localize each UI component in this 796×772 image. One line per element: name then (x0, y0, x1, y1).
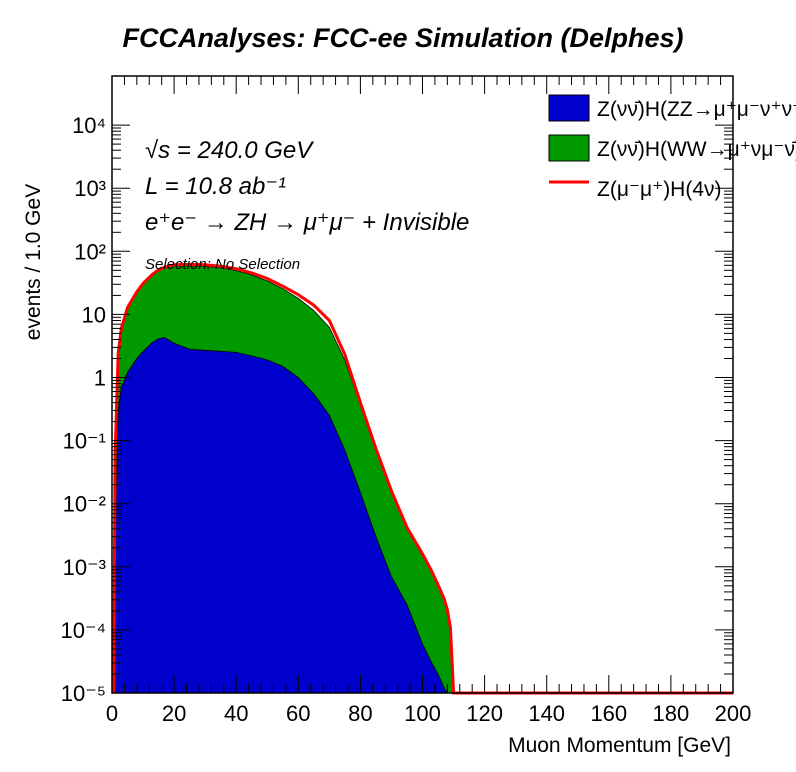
annotation-lumi: L = 10.8 ab⁻¹ (145, 173, 286, 200)
x-tick-label: 20 (162, 701, 186, 726)
chart-title: FCCAnalyses: FCC-ee Simulation (Delphes) (122, 23, 683, 53)
annotation-selection: Selection: No Selection (145, 256, 300, 273)
x-tick-label: 100 (404, 701, 441, 726)
y-tick-label: 10² (74, 239, 106, 264)
y-tick-label: 10⁻¹ (63, 429, 106, 454)
legend-swatch (548, 94, 590, 122)
y-tick-label: 1 (94, 366, 106, 391)
axis-ticks (111, 76, 734, 694)
x-tick-label: 160 (590, 701, 627, 726)
legend-label: Z(νν̄)H(WW→μ⁺νμ⁻ν̄) (597, 138, 796, 161)
legend: Z(νν̄)H(ZZ→μ⁺μ⁻ν⁺ν⁻) Z(νν̄)H(WW→μ⁺νμ⁻ν̄) Z… (548, 94, 796, 201)
annotation-process: e⁺e⁻ → ZH → μ⁺μ⁻ + Invisible (145, 209, 469, 236)
y-tick-label: 10⁻⁴ (60, 618, 106, 643)
series-line-total (112, 262, 733, 695)
legend-label: Z(νν̄)H(ZZ→μ⁺μ⁻ν⁺ν⁻) (597, 98, 796, 121)
x-tick-label: 120 (466, 701, 503, 726)
x-tick-label: 140 (528, 701, 565, 726)
y-tick-labels: 10⁻⁵ 10⁻⁴ 10⁻³ 10⁻² 10⁻¹ 1 10 10² 10³ 10⁴ (60, 113, 106, 706)
legend-label: Z(μ⁻μ⁺)H(4ν) (597, 178, 722, 201)
x-tick-label: 80 (348, 701, 372, 726)
y-tick-label: 10⁻⁵ (61, 681, 106, 706)
y-axis-label: events / 1.0 GeV (22, 184, 45, 340)
y-tick-label: 10⁻² (63, 492, 106, 517)
legend-swatch (548, 134, 590, 162)
x-tick-label: 40 (224, 701, 248, 726)
x-tick-label: 200 (715, 701, 752, 726)
x-tick-label: 60 (286, 701, 310, 726)
y-tick-label: 10⁴ (72, 113, 106, 138)
y-tick-label: 10 (82, 302, 106, 327)
x-tick-labels: 0 20 40 60 80 100 120 140 160 180 200 (106, 701, 751, 726)
x-axis-label: Muon Momentum [GeV] (508, 734, 731, 757)
x-tick-label: 180 (653, 701, 690, 726)
series-area-1 (113, 337, 454, 694)
y-tick-label: 10³ (74, 176, 106, 201)
y-tick-label: 10⁻³ (63, 555, 106, 580)
x-tick-label: 0 (106, 701, 118, 726)
annotation-energy: √s = 240.0 GeV (145, 137, 314, 164)
